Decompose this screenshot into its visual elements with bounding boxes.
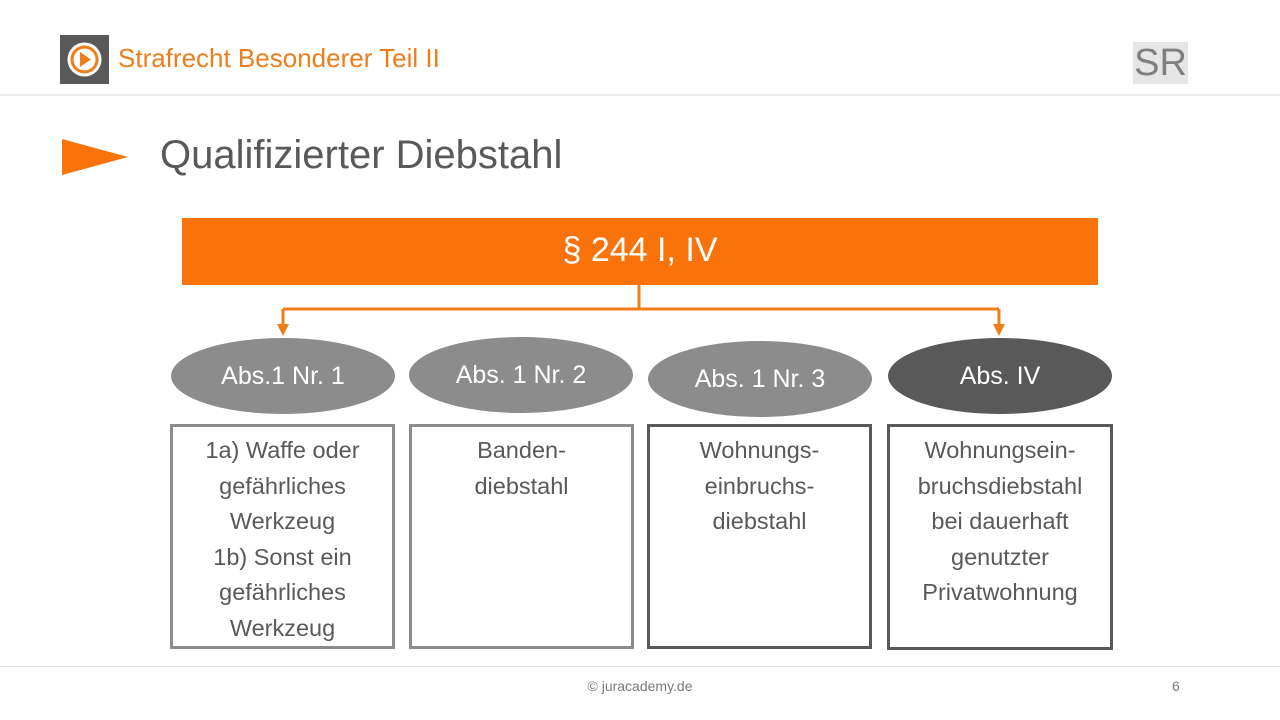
- course-title: Strafrecht Besonderer Teil II: [118, 43, 440, 73]
- box-text-line: diebstahl: [474, 472, 569, 499]
- box-text-line: 1b) Sonst ein: [213, 543, 352, 570]
- arrowhead-left-icon: [277, 324, 289, 336]
- box-text-line: bruchsdiebstahl: [917, 472, 1083, 499]
- play-circle-icon: [67, 42, 102, 77]
- copyright: © juracademy.de: [587, 678, 693, 694]
- node-label: Abs. 1 Nr. 2: [455, 360, 587, 389]
- box-text-line: Wohnungsein-: [924, 437, 1076, 463]
- law-section-bar: § 244 I, IV: [182, 218, 1098, 285]
- footer-divider: [0, 666, 1280, 667]
- node-abs-1-nr-3: Abs. 1 Nr. 3: [648, 341, 872, 417]
- node-abs-1-nr-1: Abs.1 Nr. 1: [171, 338, 395, 414]
- box-text-line: gefährliches: [219, 579, 346, 605]
- slide-title: Qualifizierter Diebstahl: [160, 133, 563, 177]
- box-text-line: Werkzeug: [229, 508, 336, 534]
- node-abs-1-nr-2: Abs. 1 Nr. 2: [409, 337, 633, 413]
- header-divider: [0, 94, 1280, 96]
- box-text-line: Wohnungs-: [699, 437, 820, 463]
- box-abs-1-nr-2: Banden- diebstahl: [409, 424, 634, 649]
- box-text-line: einbruchs-: [704, 472, 815, 499]
- box-text-line: 1a) Waffe oder: [205, 437, 360, 463]
- arrow-bullet-icon: [62, 139, 128, 175]
- logo: [60, 35, 109, 84]
- node-label: Abs.1 Nr. 1: [221, 361, 345, 390]
- box-text-line: bei dauerhaft: [931, 508, 1069, 534]
- node-abs-iv: Abs. IV: [888, 338, 1112, 414]
- box-text-line: Privatwohnung: [922, 579, 1078, 605]
- page-number: 6: [1172, 678, 1180, 694]
- node-label: Abs. 1 Nr. 3: [694, 364, 826, 393]
- box-text-line: gefährliches: [219, 472, 346, 499]
- arrowhead-right-icon: [993, 324, 1005, 336]
- sr-badge: SR: [1133, 42, 1188, 84]
- box-text-line: Banden-: [477, 437, 566, 463]
- box-abs-1-nr-3: Wohnungs- einbruchs- diebstahl: [647, 424, 872, 649]
- node-label: Abs. IV: [959, 361, 1041, 390]
- box-abs-1-nr-1: 1a) Waffe oder gefährliches Werkzeug 1b)…: [170, 424, 395, 649]
- box-abs-iv: Wohnungsein- bruchsdiebstahl bei dauerha…: [887, 424, 1113, 650]
- box-text-line: genutzter: [951, 543, 1049, 570]
- box-text-line: Werkzeug: [229, 614, 336, 641]
- box-text-line: diebstahl: [712, 508, 807, 534]
